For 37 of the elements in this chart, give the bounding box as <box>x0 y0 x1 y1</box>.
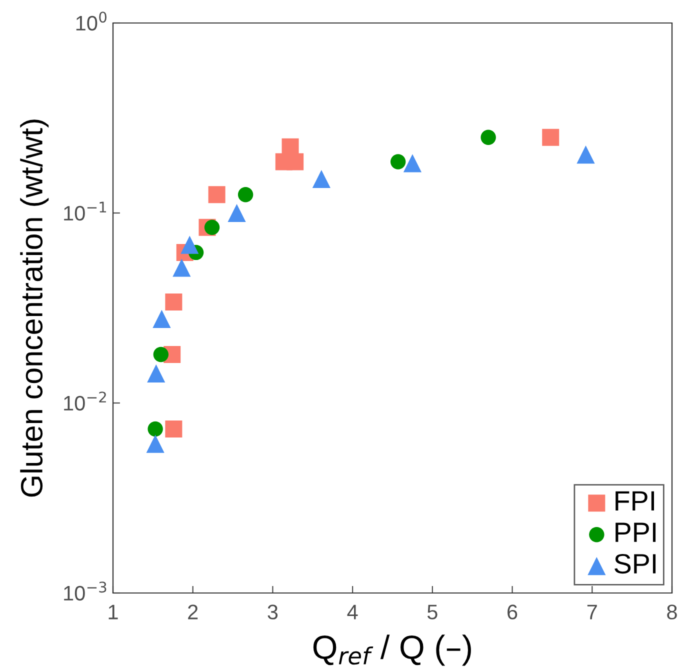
point <box>312 170 330 188</box>
point <box>152 310 171 328</box>
x-tick-label: 7 <box>587 604 597 620</box>
x-tick-label: 1 <box>108 604 118 620</box>
x-axis-title: Q$_{ref}$ / Q (–) <box>313 634 471 666</box>
point <box>146 434 164 453</box>
legend-label: FPI <box>616 491 654 510</box>
y-tick-label: 10$^{−3}$ <box>64 582 106 601</box>
x-tick-label: 8 <box>667 604 677 620</box>
point <box>542 128 560 146</box>
point <box>238 186 254 202</box>
point <box>480 130 496 145</box>
x-tick-label: 4 <box>347 604 358 620</box>
point <box>390 154 406 170</box>
legend-label: PPI <box>616 522 656 542</box>
point <box>204 220 220 235</box>
y-tick-label: 10$^{0}$ <box>76 12 106 31</box>
point <box>208 186 226 204</box>
point <box>403 154 422 172</box>
point <box>165 294 182 311</box>
point <box>153 346 169 362</box>
x-tick-label: 6 <box>508 604 518 620</box>
x-tick-label: 2 <box>188 604 198 620</box>
x-tick-label: 3 <box>268 604 278 620</box>
y-tick-label: 10$^{−2}$ <box>64 392 106 411</box>
point <box>180 236 199 254</box>
legend-label: SPI <box>614 554 656 574</box>
point <box>228 204 246 222</box>
y-axis-title: Gluten concentration (wt/wt) <box>20 120 49 497</box>
point <box>576 146 595 164</box>
x-tick-label: 5 <box>427 604 438 620</box>
point <box>147 364 166 383</box>
point <box>148 421 163 437</box>
point <box>172 258 191 277</box>
point <box>286 153 304 170</box>
y-tick-label: 10$^{−1}$ <box>64 202 106 221</box>
point <box>165 420 182 438</box>
